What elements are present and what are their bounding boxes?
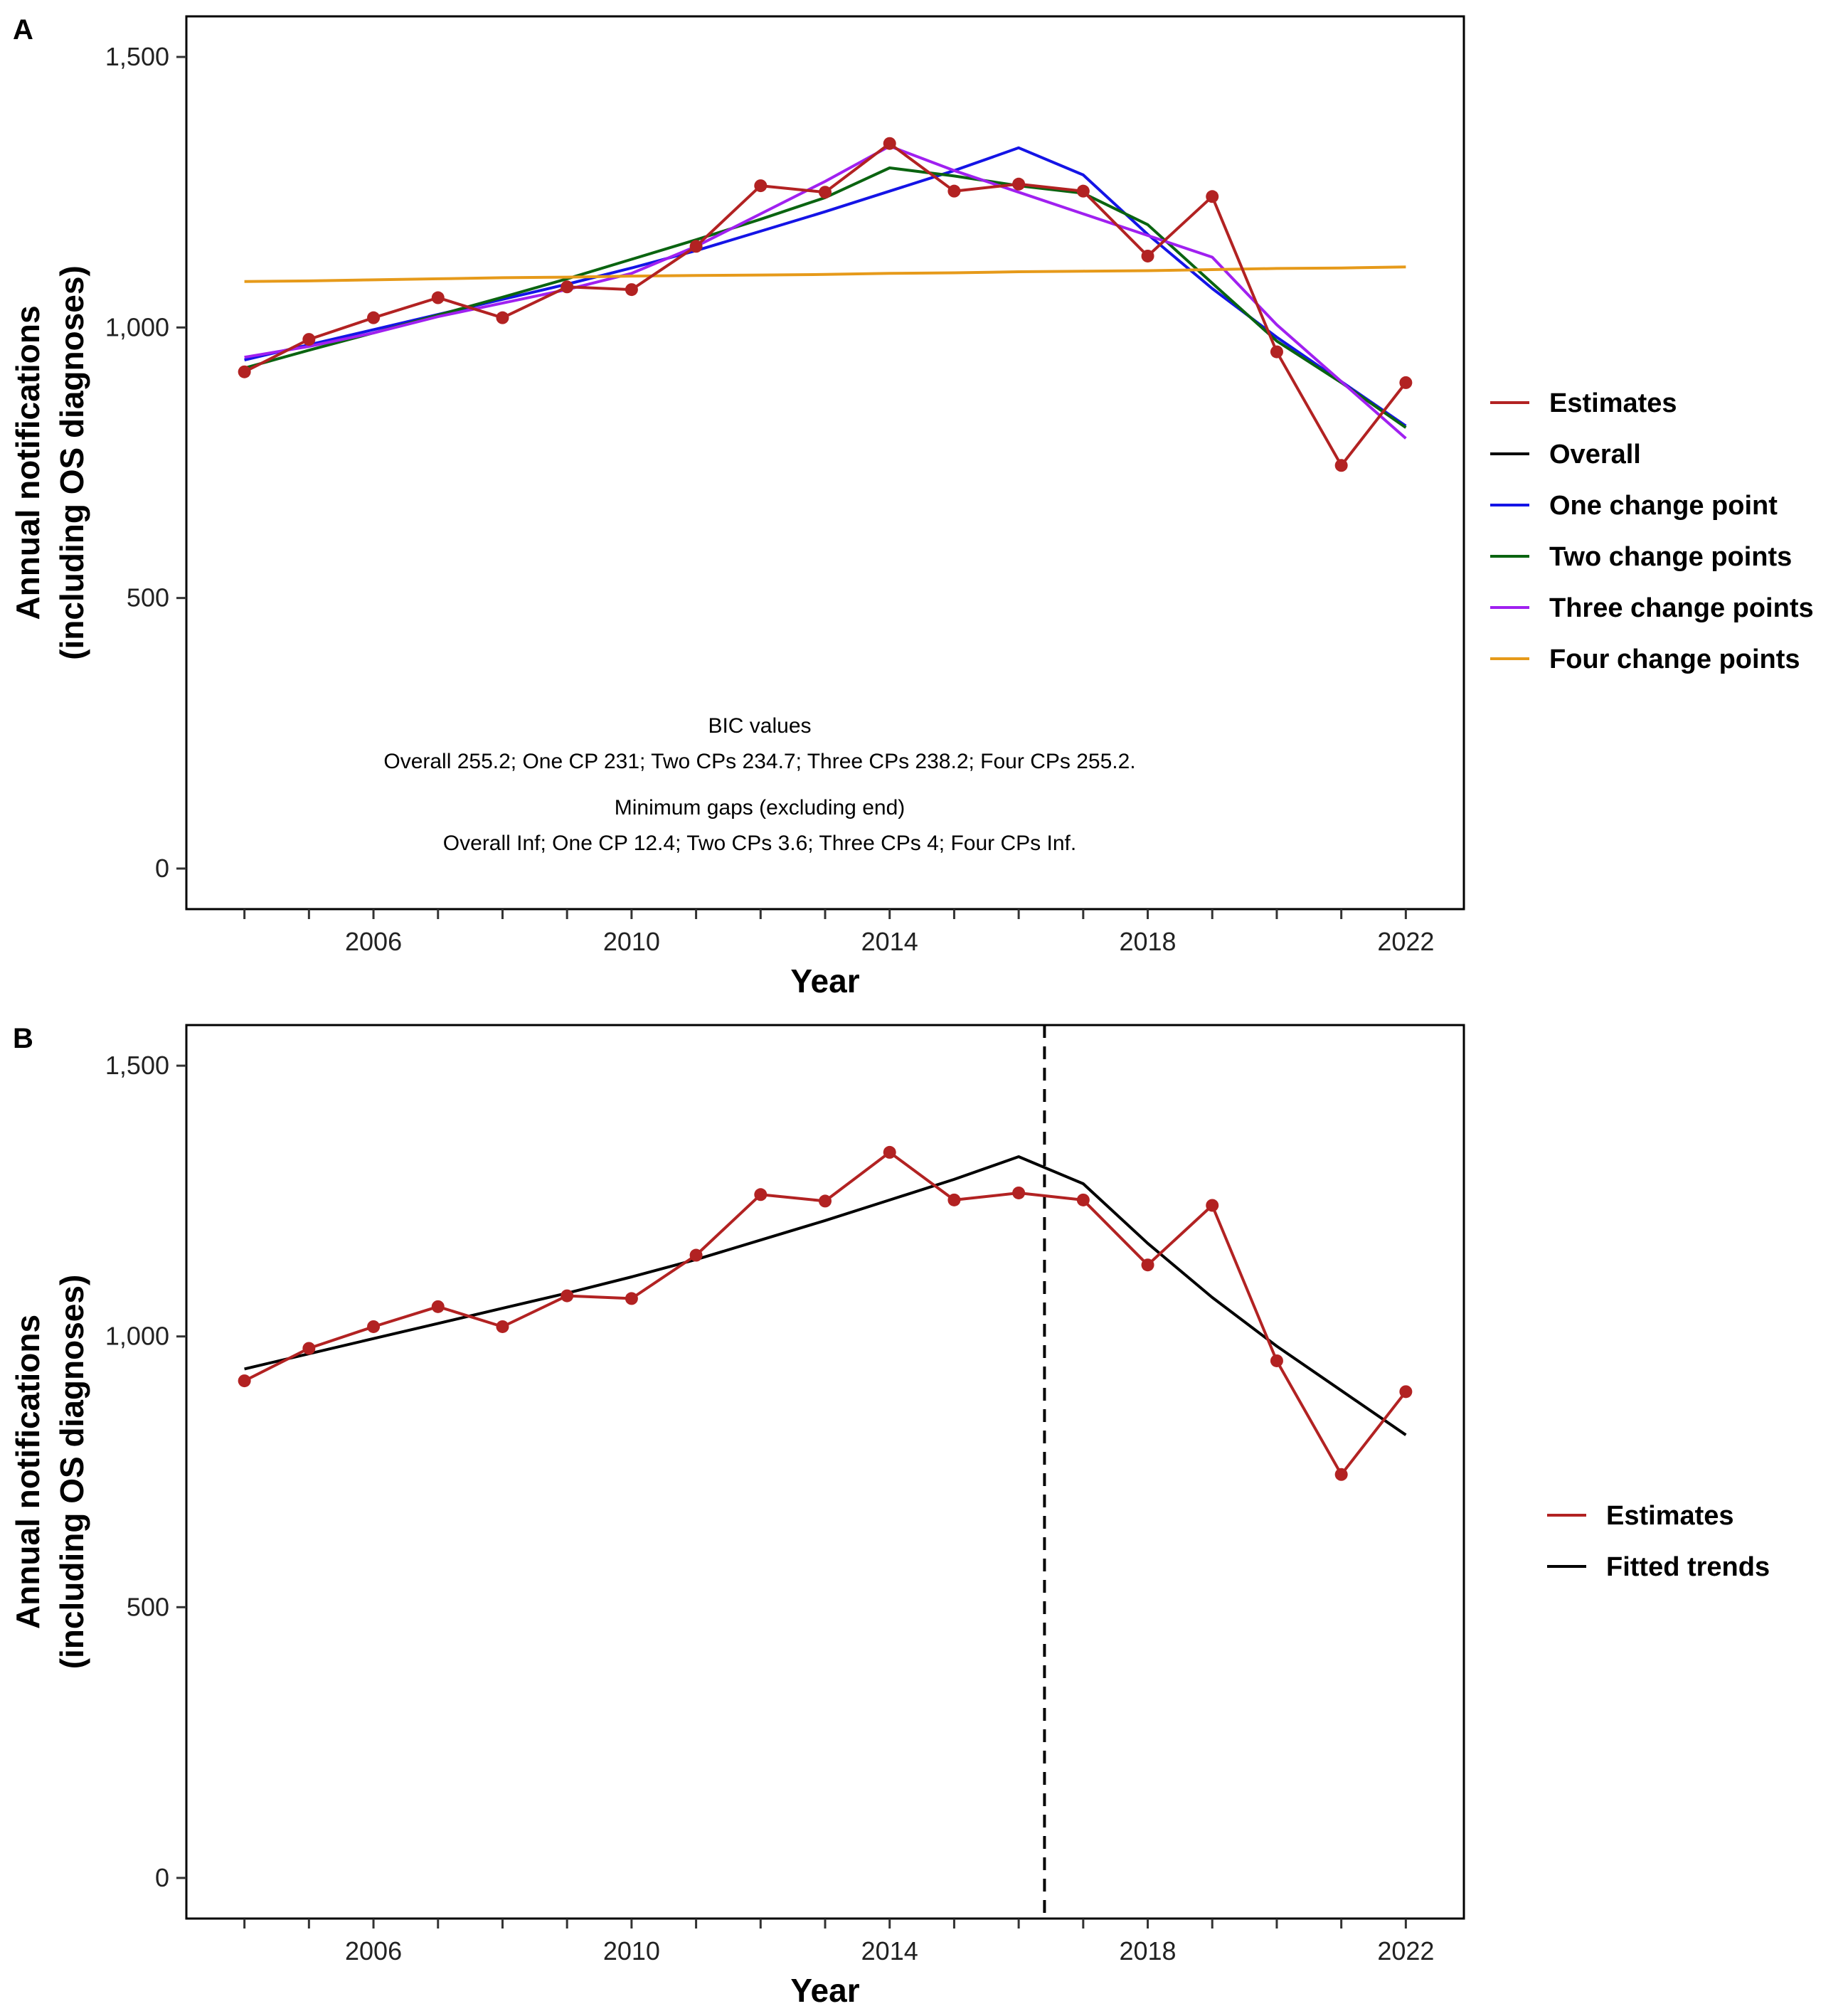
y-axis-title: Annual notifications <box>9 1315 46 1629</box>
y-axis-title: (including OS diagnoses) <box>53 1275 90 1670</box>
data-point-estimates <box>1206 1199 1219 1212</box>
x-tick-label: 2018 <box>1119 927 1176 956</box>
legend-label-overall: Overall <box>1549 440 1641 469</box>
data-point-estimates <box>883 1145 896 1159</box>
annotation-text: Overall Inf; One CP 12.4; Two CPs 3.6; T… <box>443 832 1076 855</box>
data-point-estimates <box>1399 1385 1413 1399</box>
data-point-estimates <box>561 280 574 294</box>
data-point-estimates <box>947 1193 961 1206</box>
data-point-estimates <box>1141 1258 1154 1272</box>
x-tick-label: 2014 <box>861 927 918 956</box>
data-point-estimates <box>819 1194 832 1208</box>
panel-label: B <box>13 1023 33 1054</box>
data-point-estimates <box>1206 190 1219 203</box>
y-tick-label: 1,500 <box>105 1051 169 1080</box>
series-line-fitted-trends <box>244 1155 1407 1436</box>
y-axis-title: (including OS diagnoses) <box>53 265 90 660</box>
data-point-estimates <box>689 240 703 253</box>
y-tick-label: 500 <box>127 1592 169 1621</box>
data-point-estimates <box>819 186 832 199</box>
data-point-estimates <box>754 1188 768 1201</box>
x-tick-label: 2022 <box>1377 1936 1434 1965</box>
data-point-estimates <box>1012 177 1026 191</box>
legend-label-one-change-point: One change point <box>1549 491 1778 521</box>
legend-label-estimates: Estimates <box>1549 388 1677 418</box>
data-point-estimates <box>561 1289 574 1303</box>
y-tick-label: 1,000 <box>105 1322 169 1351</box>
legend-label-three-change-points: Three change points <box>1549 593 1814 623</box>
data-point-estimates <box>625 1292 638 1305</box>
data-point-estimates <box>1334 459 1348 472</box>
data-point-estimates <box>367 311 381 324</box>
data-point-estimates <box>1076 1193 1090 1206</box>
x-tick-label: 2014 <box>861 1936 918 1965</box>
x-axis-title: Year <box>790 1972 859 2009</box>
data-point-estimates <box>1334 1468 1348 1481</box>
data-point-estimates <box>431 291 445 304</box>
y-tick-label: 0 <box>155 854 169 883</box>
data-point-estimates <box>367 1320 381 1333</box>
data-point-estimates <box>496 311 509 324</box>
data-point-estimates <box>302 1342 316 1355</box>
data-point-estimates <box>238 1374 251 1388</box>
x-tick-label: 2010 <box>603 1936 660 1965</box>
data-point-estimates <box>302 333 316 346</box>
x-axis-title: Year <box>790 962 859 999</box>
data-point-estimates <box>1270 1354 1283 1367</box>
data-point-estimates <box>947 184 961 198</box>
data-point-estimates <box>1012 1186 1026 1199</box>
legend-label-four-change-points: Four change points <box>1549 644 1800 674</box>
x-tick-label: 2006 <box>345 927 402 956</box>
x-tick-label: 2022 <box>1377 927 1434 956</box>
data-point-estimates <box>1270 345 1283 359</box>
data-point-estimates <box>883 137 896 150</box>
data-point-estimates <box>625 283 638 297</box>
chart-panel-A: A 0 500 1,000 1,500 2006 2010 2014 2018 2022 Year A… <box>9 14 1814 999</box>
series-line-three-change-points <box>244 144 1407 440</box>
panel-label: A <box>13 14 33 46</box>
legend-label-two-change-points: Two change points <box>1549 542 1792 572</box>
data-point-estimates <box>496 1320 509 1333</box>
data-point-estimates <box>431 1300 445 1313</box>
data-point-estimates <box>1076 184 1090 198</box>
y-axis-title: Annual notifications <box>9 305 46 620</box>
series-line-four-change-points <box>244 265 1406 283</box>
legend-label-fitted-trends: Fitted trends <box>1606 1552 1770 1582</box>
annotation-text: BIC values <box>708 714 811 738</box>
y-tick-label: 1,500 <box>105 42 169 71</box>
legend-label-estimates: Estimates <box>1606 1501 1734 1531</box>
data-point-estimates <box>238 365 251 378</box>
y-tick-label: 0 <box>155 1863 169 1892</box>
y-tick-label: 1,000 <box>105 312 169 341</box>
annotation-text: Minimum gaps (excluding end) <box>615 796 906 819</box>
x-tick-label: 2006 <box>345 1936 402 1965</box>
annotation-text: Overall 255.2; One CP 231; Two CPs 234.7… <box>383 750 1135 773</box>
data-point-estimates <box>1399 376 1413 389</box>
data-point-estimates <box>754 179 768 193</box>
x-tick-label: 2018 <box>1119 1936 1176 1965</box>
y-tick-label: 500 <box>127 583 169 612</box>
x-tick-label: 2010 <box>603 927 660 956</box>
data-point-estimates <box>689 1248 703 1262</box>
data-point-estimates <box>1141 249 1154 262</box>
chart-panel-B: B 0 500 1,000 1,500 2006 2010 2014 2018 2022 Year A… <box>9 1023 1770 2009</box>
